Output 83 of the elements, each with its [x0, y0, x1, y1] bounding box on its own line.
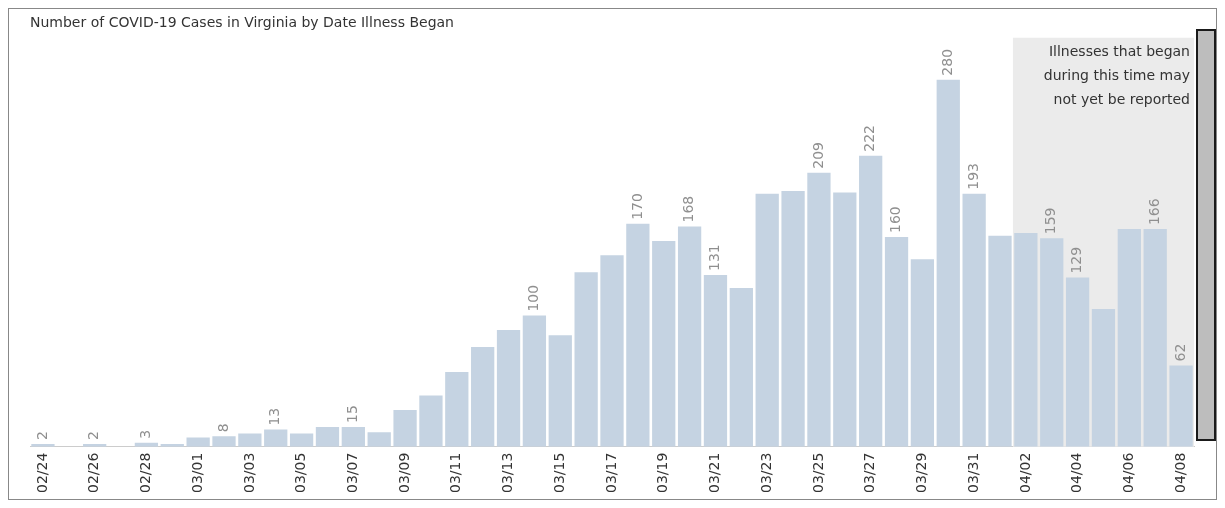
bar [393, 409, 417, 447]
x-tick-label: 03/01 [188, 452, 205, 494]
bar [264, 429, 288, 447]
x-tick-label: 03/05 [292, 452, 309, 494]
bar [781, 191, 805, 447]
x-tick-label: 03/31 [964, 452, 981, 494]
bar [962, 193, 986, 447]
bar [1117, 229, 1141, 447]
x-tick-label: 03/13 [499, 452, 516, 494]
x-tick-label: 02/26 [85, 452, 102, 494]
x-tick-label: 03/19 [654, 452, 671, 494]
data-label: 209 [809, 141, 826, 169]
bar [988, 235, 1012, 447]
bar [522, 315, 547, 447]
bar [341, 427, 365, 447]
x-tick-label: 03/03 [240, 452, 257, 494]
x-tick-label: 04/04 [1068, 452, 1085, 494]
x-tick-label: 02/28 [137, 452, 154, 494]
data-label: 3 [137, 429, 154, 439]
x-tick-label: 03/27 [861, 452, 878, 494]
data-label: 170 [628, 193, 645, 220]
bar [703, 274, 728, 447]
bar [445, 371, 469, 447]
bar [315, 427, 340, 447]
bar [238, 433, 262, 447]
chart-title: Number of COVID-19 Cases in Virginia by Date Illness Began [30, 14, 454, 31]
bar [367, 432, 391, 447]
bar [884, 236, 909, 447]
band-label: Illnesses that began during this time may not yet be reported [1043, 43, 1190, 108]
bar [600, 255, 624, 447]
bar [652, 240, 676, 447]
bar [729, 288, 753, 447]
bar [496, 330, 521, 447]
data-label: 2 [33, 431, 50, 441]
bar [419, 395, 443, 447]
x-tick-label: 02/24 [33, 452, 50, 494]
data-label: 222 [861, 124, 878, 152]
bar [807, 172, 831, 447]
bar [548, 335, 572, 447]
x-tick-label: 03/21 [706, 452, 723, 494]
data-label: 159 [1042, 207, 1059, 235]
x-tick-label: 03/11 [447, 452, 464, 494]
data-label: 193 [964, 162, 981, 190]
bar [574, 272, 598, 447]
x-tick-label: 03/29 [913, 452, 930, 494]
x-tick-label: 03/25 [809, 452, 826, 494]
bar [755, 193, 779, 447]
data-label: 100 [525, 284, 542, 312]
data-label: 15 [343, 405, 360, 423]
bar [833, 192, 857, 447]
bar [1014, 233, 1038, 447]
x-tick-label: 04/06 [1119, 452, 1136, 494]
x-tick-label: 04/02 [1016, 452, 1033, 494]
data-label: 166 [1145, 198, 1162, 226]
bar [1169, 365, 1193, 447]
bar [677, 226, 702, 447]
bar [626, 223, 650, 447]
data-label: 13 [266, 407, 283, 426]
data-label: 62 [1171, 343, 1188, 362]
x-tick-label: 03/23 [757, 452, 774, 494]
x-tick-label: 03/07 [343, 452, 360, 494]
data-label: 168 [680, 195, 697, 223]
data-label: 160 [887, 206, 904, 233]
data-label: 8 [214, 423, 231, 433]
bar [1040, 238, 1064, 447]
data-label: 2 [85, 431, 102, 441]
bar [910, 259, 935, 447]
bar [1091, 309, 1116, 447]
bar [1065, 277, 1090, 447]
data-label: 280 [938, 48, 955, 76]
data-label: 131 [706, 244, 723, 271]
data-label: 129 [1068, 246, 1085, 274]
x-tick-label: 03/15 [550, 452, 567, 494]
bar [289, 433, 314, 447]
bar [186, 437, 210, 447]
bar [471, 347, 495, 447]
x-tick-label: 04/08 [1171, 452, 1188, 494]
x-tick-label: 03/09 [395, 452, 412, 494]
bar [859, 155, 883, 447]
bar [1143, 229, 1167, 447]
x-tick-label: 03/17 [602, 452, 619, 494]
bar [212, 436, 236, 447]
bar [936, 79, 960, 447]
